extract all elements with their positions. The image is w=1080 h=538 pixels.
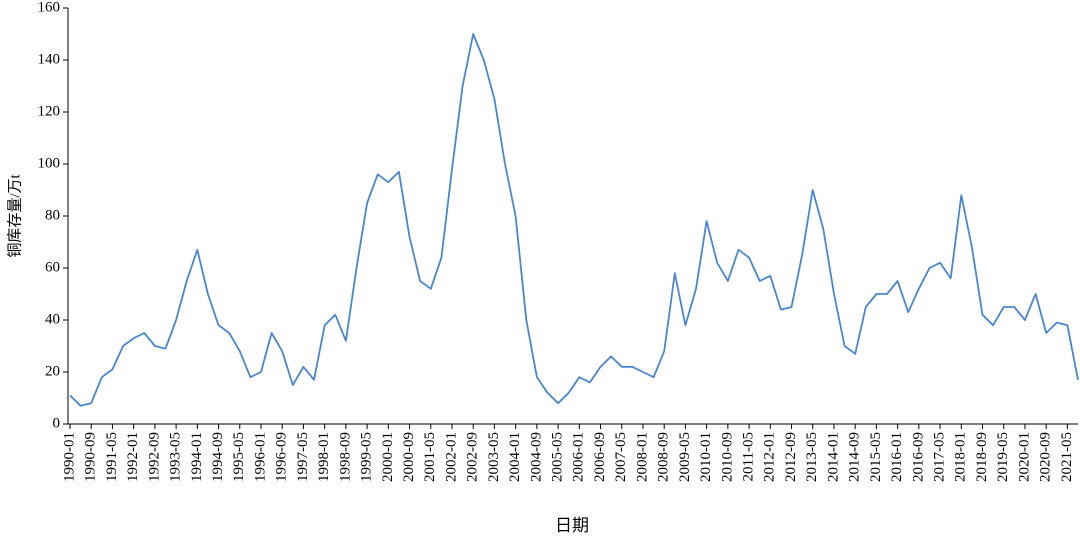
x-tick-label: 2011-05 xyxy=(741,432,757,481)
x-tick-label: 2018-01 xyxy=(953,432,969,482)
x-tick-label: 2002-01 xyxy=(443,432,459,482)
y-tick-label: 140 xyxy=(38,51,61,67)
data-line xyxy=(69,33,1079,407)
y-axis-label: 铜库存量/万t xyxy=(6,174,23,258)
x-tick-label: 2008-09 xyxy=(656,432,672,482)
x-tick-label: 1996-09 xyxy=(274,432,290,482)
x-tick-label: 2003-05 xyxy=(486,432,502,482)
y-tick-label: 120 xyxy=(38,103,61,119)
x-tick-label: 2021-05 xyxy=(1059,432,1075,482)
y-tick-label: 100 xyxy=(38,155,61,171)
x-tick-label: 1990-01 xyxy=(61,432,77,482)
x-tick-label: 1990-09 xyxy=(83,432,99,482)
x-tick-label: 2004-01 xyxy=(507,432,523,482)
x-tick-label: 2007-05 xyxy=(613,432,629,482)
x-tick-label: 2017-05 xyxy=(932,432,948,482)
x-tick-label: 2008-01 xyxy=(634,432,650,482)
x-tick-label: 1999-05 xyxy=(359,432,375,482)
x-tick-label: 2001-05 xyxy=(422,432,438,482)
x-tick-label: 2006-01 xyxy=(571,432,587,482)
x-tick-label: 2014-09 xyxy=(847,432,863,482)
x-tick-label: 2005-05 xyxy=(550,432,566,482)
x-tick-label: 2010-09 xyxy=(719,432,735,482)
x-tick-label: 1991-05 xyxy=(104,432,120,482)
x-tick-label: 2013-05 xyxy=(804,432,820,482)
x-tick-label: 2010-01 xyxy=(698,432,714,482)
x-tick-label: 1997-05 xyxy=(295,432,311,482)
x-tick-label: 1992-01 xyxy=(125,432,141,482)
y-tick-label: 160 xyxy=(38,0,61,15)
x-tick-label: 2015-05 xyxy=(868,432,884,482)
x-axis-label: 日期 xyxy=(555,516,589,535)
x-tick-label: 2009-05 xyxy=(677,432,693,482)
x-tick-label: 2020-09 xyxy=(1038,432,1054,482)
x-tick-label: 2006-09 xyxy=(592,432,608,482)
x-tick-label: 2014-01 xyxy=(825,432,841,482)
y-tick-label: 0 xyxy=(53,415,61,431)
x-tick-label: 2019-05 xyxy=(995,432,1011,482)
y-tick-label: 20 xyxy=(45,363,60,379)
x-tick-label: 1998-09 xyxy=(337,432,353,482)
x-tick-label: 1998-01 xyxy=(316,432,332,482)
x-tick-label: 1992-09 xyxy=(146,432,162,482)
x-tick-label: 2000-09 xyxy=(401,432,417,482)
x-tick-label: 2018-09 xyxy=(974,432,990,482)
x-tick-label: 2002-09 xyxy=(465,432,481,482)
x-tick-label: 1994-01 xyxy=(189,432,205,482)
x-tick-label: 2012-01 xyxy=(762,432,778,482)
x-tick-label: 1994-09 xyxy=(210,432,226,482)
y-tick-label: 40 xyxy=(45,311,60,327)
x-tick-label: 2016-09 xyxy=(910,432,926,482)
x-tick-label: 2000-01 xyxy=(380,432,396,482)
x-tick-label: 2016-01 xyxy=(889,432,905,482)
x-tick-label: 2012-09 xyxy=(783,432,799,482)
y-tick-label: 80 xyxy=(45,207,60,223)
x-tick-label: 1993-05 xyxy=(168,432,184,482)
x-tick-label: 1995-05 xyxy=(231,432,247,482)
x-tick-label: 1996-01 xyxy=(252,432,268,482)
x-tick-label: 2020-01 xyxy=(1016,432,1032,482)
y-tick-label: 60 xyxy=(45,259,60,275)
x-tick-label: 2004-09 xyxy=(528,432,544,482)
